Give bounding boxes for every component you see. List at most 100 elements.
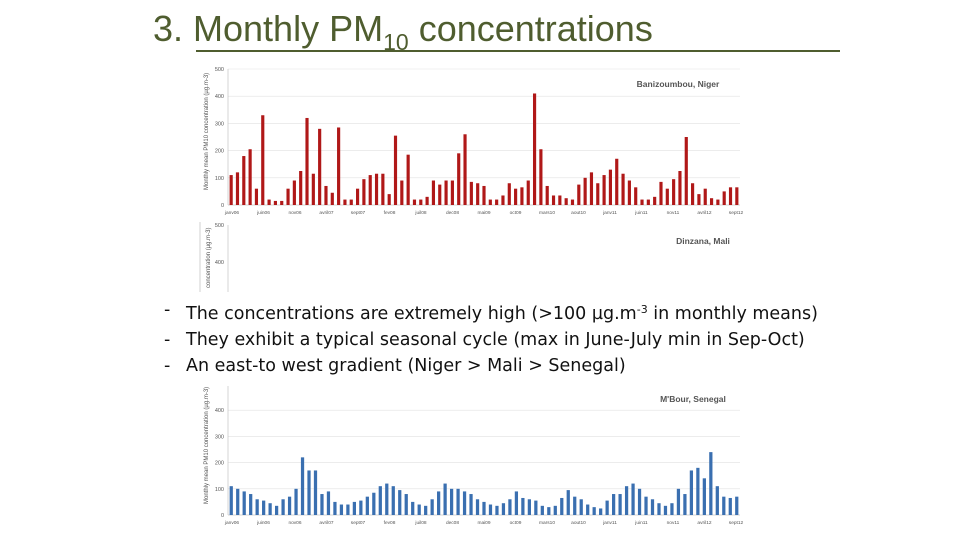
senegal-xtick-label: sept07 — [351, 520, 366, 526]
senegal-xtick-label: juil08 — [414, 520, 427, 526]
niger-bar — [691, 183, 695, 205]
niger-bar — [627, 180, 631, 205]
senegal-bar — [540, 505, 544, 515]
senegal-bar — [728, 497, 732, 515]
chart-mbour: Monthly mean PM10 concentration (µg.m-3)… — [198, 386, 746, 528]
niger-xtick-label: avril12 — [697, 210, 711, 216]
niger-bar — [596, 183, 600, 205]
niger-bar — [495, 199, 499, 205]
chart-mbour-title: M'Bour, Senegal — [660, 394, 726, 404]
niger-bar — [362, 179, 366, 205]
niger-bar — [640, 199, 644, 205]
senegal-xtick-label: juin11 — [634, 520, 648, 526]
niger-bar — [621, 173, 625, 205]
niger-bar — [387, 194, 391, 205]
niger-xtick-label: sept12 — [729, 210, 744, 216]
senegal-bar — [268, 503, 272, 515]
senegal-bar — [715, 486, 719, 515]
niger-xtick-label: janv11 — [602, 210, 617, 216]
slide-title: 3. Monthly PM10 concentrations — [153, 8, 653, 55]
senegal-xtick-label: mars10 — [539, 520, 555, 526]
niger-bar — [406, 154, 410, 205]
niger-bar — [564, 198, 568, 205]
niger-bar — [507, 183, 511, 205]
senegal-bar — [644, 496, 648, 515]
senegal-bar — [262, 500, 266, 515]
bullet-dash: - — [164, 330, 171, 350]
senegal-bar — [424, 505, 428, 515]
senegal-bar — [657, 503, 661, 515]
senegal-bar — [385, 483, 389, 515]
niger-bar — [349, 199, 353, 205]
niger-bar — [634, 187, 638, 205]
niger-bar — [393, 135, 398, 205]
niger-bar — [254, 188, 259, 205]
senegal-bar — [579, 499, 583, 515]
senegal-bar — [411, 501, 415, 515]
senegal-bar — [612, 494, 616, 515]
senegal-bar — [398, 490, 402, 515]
niger-bar — [469, 181, 473, 205]
niger-bar — [665, 188, 669, 205]
niger-ytick-label: 400 — [215, 94, 224, 100]
bullet-3-text: An east-to west gradient (Niger > Mali >… — [186, 356, 626, 376]
senegal-xtick-label: nov06 — [288, 520, 301, 526]
niger-bar — [558, 195, 562, 205]
chart-dinzana-title: Dinzana, Mali — [676, 236, 730, 246]
senegal-bar — [624, 486, 629, 515]
senegal-xtick-label: avril07 — [319, 520, 333, 526]
senegal-ytick-label: 200 — [215, 461, 224, 467]
senegal-bar — [255, 499, 259, 515]
chart-mbour-ylabel: Monthly mean PM10 concentration (µg.m-3) — [204, 387, 210, 504]
bullet-list: - The concentrations are extremely high (… — [164, 297, 944, 379]
senegal-bar — [300, 457, 305, 515]
niger-bar — [311, 173, 315, 205]
niger-bar — [703, 188, 707, 205]
niger-bar — [545, 185, 549, 205]
niger-xtick-label: janv06 — [224, 210, 239, 216]
niger-bar — [551, 195, 556, 205]
senegal-bar — [274, 505, 279, 515]
senegal-xtick-label: juin06 — [256, 520, 270, 526]
senegal-bar — [359, 500, 363, 515]
niger-bar — [672, 179, 676, 205]
niger-bar — [697, 194, 701, 205]
senegal-bar — [521, 497, 525, 515]
niger-ytick-label: 100 — [215, 176, 224, 182]
senegal-xtick-label: janv11 — [602, 520, 617, 526]
senegal-bar — [650, 499, 655, 515]
niger-bar — [318, 128, 322, 205]
niger-ytick-label: 500 — [215, 67, 224, 73]
chart-dinzana-ylabel: concentration (µg.m-3) — [206, 228, 212, 288]
senegal-bar — [404, 494, 408, 515]
niger-bar — [286, 188, 290, 205]
senegal-bar — [378, 486, 382, 515]
senegal-bar — [443, 483, 447, 515]
niger-bar — [431, 180, 436, 205]
senegal-bar — [326, 491, 331, 515]
senegal-bar — [482, 501, 486, 515]
niger-bar — [615, 158, 619, 205]
niger-bar — [242, 156, 246, 205]
senegal-bar — [475, 499, 480, 515]
niger-bar — [438, 184, 442, 205]
niger-xtick-label: aout10 — [571, 210, 586, 216]
niger-xtick-label: nov11 — [667, 210, 680, 216]
senegal-bar — [637, 488, 642, 515]
senegal-bar — [495, 505, 499, 515]
senegal-bar — [456, 488, 460, 515]
chart-banizoumbou-ylabel: Monthly mean PM10 concentration (µg.m-3) — [204, 73, 210, 190]
niger-bar — [324, 185, 328, 205]
niger-bar — [450, 180, 454, 205]
senegal-bar — [631, 483, 635, 515]
niger-bar — [678, 171, 682, 205]
senegal-bar — [709, 452, 713, 515]
senegal-bar — [462, 491, 467, 515]
niger-bar — [520, 187, 524, 205]
niger-bar — [482, 185, 486, 205]
senegal-bar — [352, 501, 356, 515]
senegal-bar — [573, 496, 577, 515]
senegal-bar — [229, 486, 233, 515]
niger-bar — [709, 198, 714, 205]
niger-ytick-label: 200 — [215, 149, 224, 155]
